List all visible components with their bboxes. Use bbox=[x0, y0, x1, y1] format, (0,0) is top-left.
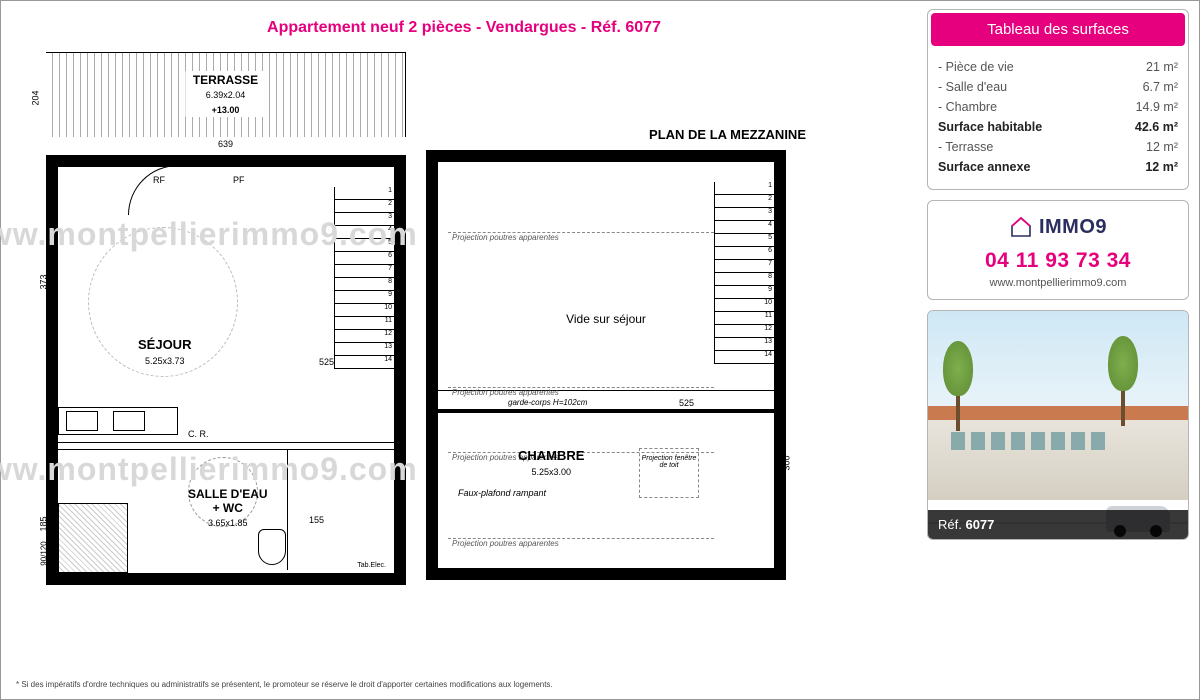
roof-window-projection: Projection fenêtre de toit bbox=[639, 448, 699, 498]
mezz-room-box: Projection poutres apparentes Vide sur s… bbox=[426, 150, 786, 580]
ground-floor-plan: 204 TERRASSE 6.39x2.04 +13.00 639 RF PF … bbox=[16, 52, 406, 585]
surface-label: - Terrasse bbox=[938, 140, 993, 154]
dim-label: 90/120 bbox=[40, 541, 49, 565]
dim-label: 300 bbox=[781, 455, 791, 470]
sejour-dim: 5.25x3.73 bbox=[145, 356, 185, 366]
dim-label: 639 bbox=[218, 139, 233, 149]
surface-value: 12 m² bbox=[1146, 140, 1178, 154]
surface-value: 12 m² bbox=[1145, 160, 1178, 174]
tree-icon bbox=[1108, 336, 1138, 426]
dim-label: 185 bbox=[39, 516, 49, 531]
page-root: Appartement neuf 2 pièces - Vendargues -… bbox=[1, 1, 1199, 699]
dim-label: 525 bbox=[679, 398, 694, 408]
terrace-elev: +13.00 bbox=[193, 105, 258, 115]
guardrail-label: garde-corps H=102cm bbox=[508, 398, 587, 407]
void-label: Vide sur séjour bbox=[566, 312, 646, 326]
plans-container: 204 TERRASSE 6.39x2.04 +13.00 639 RF PF … bbox=[16, 52, 912, 585]
surface-row: Surface habitable 42.6 m² bbox=[938, 117, 1178, 137]
staircase: 123 456 789 101112 1314 bbox=[714, 182, 774, 422]
main-room-box: RF PF 373 SÉJOUR 5.25x3.73 525 123 456 7… bbox=[46, 155, 406, 585]
brand-name: IMMO9 bbox=[1039, 216, 1107, 239]
surface-label: - Pièce de vie bbox=[938, 60, 1014, 74]
chambre-name: CHAMBRE bbox=[518, 448, 584, 463]
building-windows bbox=[928, 420, 1108, 500]
dim-label: 373 bbox=[39, 274, 49, 289]
sejour-name: SÉJOUR bbox=[138, 337, 191, 352]
pf-label: PF bbox=[233, 175, 245, 185]
surfaces-header: Tableau des surfaces bbox=[931, 13, 1185, 46]
surface-value: 14.9 m² bbox=[1136, 100, 1178, 114]
terrace-label: TERRASSE 6.39x2.04 +13.00 bbox=[185, 71, 266, 117]
terrace-name: TERRASSE bbox=[193, 73, 258, 87]
bathroom-label: SALLE D'EAU + WC 3.65x1.85 bbox=[188, 487, 268, 529]
surface-value: 42.6 m² bbox=[1135, 120, 1178, 134]
disclaimer-text: * Si des impératifs d'ordre techniques o… bbox=[16, 680, 553, 689]
terrace: 204 TERRASSE 6.39x2.04 +13.00 639 bbox=[46, 52, 406, 137]
surface-label: Surface habitable bbox=[938, 120, 1042, 134]
floorplan-panel: Appartement neuf 2 pièces - Vendargues -… bbox=[1, 1, 927, 699]
staircase: 123 456 789 101112 1314 bbox=[334, 187, 394, 387]
sejour-label: SÉJOUR 5.25x3.73 bbox=[138, 337, 191, 367]
elec-label: Tab.Elec. bbox=[357, 562, 386, 569]
surface-row: Surface annexe 12 m² bbox=[938, 157, 1178, 177]
tree-icon bbox=[943, 341, 973, 431]
cr-label: C. R. bbox=[188, 429, 209, 439]
house-icon bbox=[1009, 215, 1033, 239]
sink-icon bbox=[66, 411, 98, 431]
surfaces-card: Tableau des surfaces - Pièce de vie 21 m²… bbox=[927, 9, 1189, 190]
faux-plafond-label: Faux-plafond rampant bbox=[458, 488, 546, 498]
surface-row: - Pièce de vie 21 m² bbox=[938, 57, 1178, 77]
chambre-dim: 5.25x3.00 bbox=[531, 467, 571, 477]
chambre-label: CHAMBRE 5.25x3.00 bbox=[518, 448, 584, 478]
sidebar: Tableau des surfaces - Pièce de vie 21 m²… bbox=[927, 1, 1199, 699]
surface-label: - Chambre bbox=[938, 100, 997, 114]
contact-card: IMMO9 04 11 93 73 34 www.montpellierimmo… bbox=[927, 200, 1189, 300]
listing-title: Appartement neuf 2 pièces - Vendargues -… bbox=[16, 19, 912, 37]
beam-projection: Projection poutres apparentes bbox=[448, 387, 714, 397]
hob-icon bbox=[113, 411, 145, 431]
door-swing bbox=[128, 165, 178, 215]
surface-value: 21 m² bbox=[1146, 60, 1178, 74]
terrace-dim: 6.39x2.04 bbox=[206, 90, 246, 100]
surface-label: Surface annexe bbox=[938, 160, 1030, 174]
dim-label: 155 bbox=[309, 515, 324, 525]
beam-projection: Projection poutres apparentes bbox=[448, 538, 714, 548]
mezzanine-plan: PLAN DE LA MEZZANINE Projection poutres … bbox=[426, 52, 806, 585]
surface-label: - Salle d'eau bbox=[938, 80, 1007, 94]
property-photo[interactable]: Réf. 6077 bbox=[927, 310, 1189, 540]
ref-strip: Réf. 6077 bbox=[928, 510, 1188, 539]
phone-number[interactable]: 04 11 93 73 34 bbox=[934, 249, 1182, 273]
ref-number: 6077 bbox=[965, 517, 994, 532]
surface-value: 6.7 m² bbox=[1143, 80, 1178, 94]
toilet-icon bbox=[258, 529, 286, 565]
mezzanine-title: PLAN DE LA MEZZANINE bbox=[426, 127, 806, 142]
surface-row: - Terrasse 12 m² bbox=[938, 137, 1178, 157]
dim-label: 204 bbox=[31, 90, 41, 105]
website-url[interactable]: www.montpellierimmo9.com bbox=[934, 277, 1182, 289]
surface-row: - Salle d'eau 6.7 m² bbox=[938, 77, 1178, 97]
surface-row: - Chambre 14.9 m² bbox=[938, 97, 1178, 117]
salle-dim: 3.65x1.85 bbox=[208, 518, 248, 528]
dim-label: 525 bbox=[319, 357, 334, 367]
salle-name: SALLE D'EAU + WC bbox=[188, 487, 268, 515]
beam-projection: Projection poutres apparentes bbox=[448, 232, 714, 242]
partition-wall bbox=[58, 442, 394, 450]
shower-icon bbox=[58, 503, 128, 573]
photo-building bbox=[928, 420, 1188, 500]
surfaces-list: - Pièce de vie21 m²- Salle d'eau6.7 m²- … bbox=[928, 49, 1188, 189]
ref-prefix: Réf. bbox=[938, 517, 965, 532]
brand-logo: IMMO9 bbox=[934, 215, 1182, 239]
